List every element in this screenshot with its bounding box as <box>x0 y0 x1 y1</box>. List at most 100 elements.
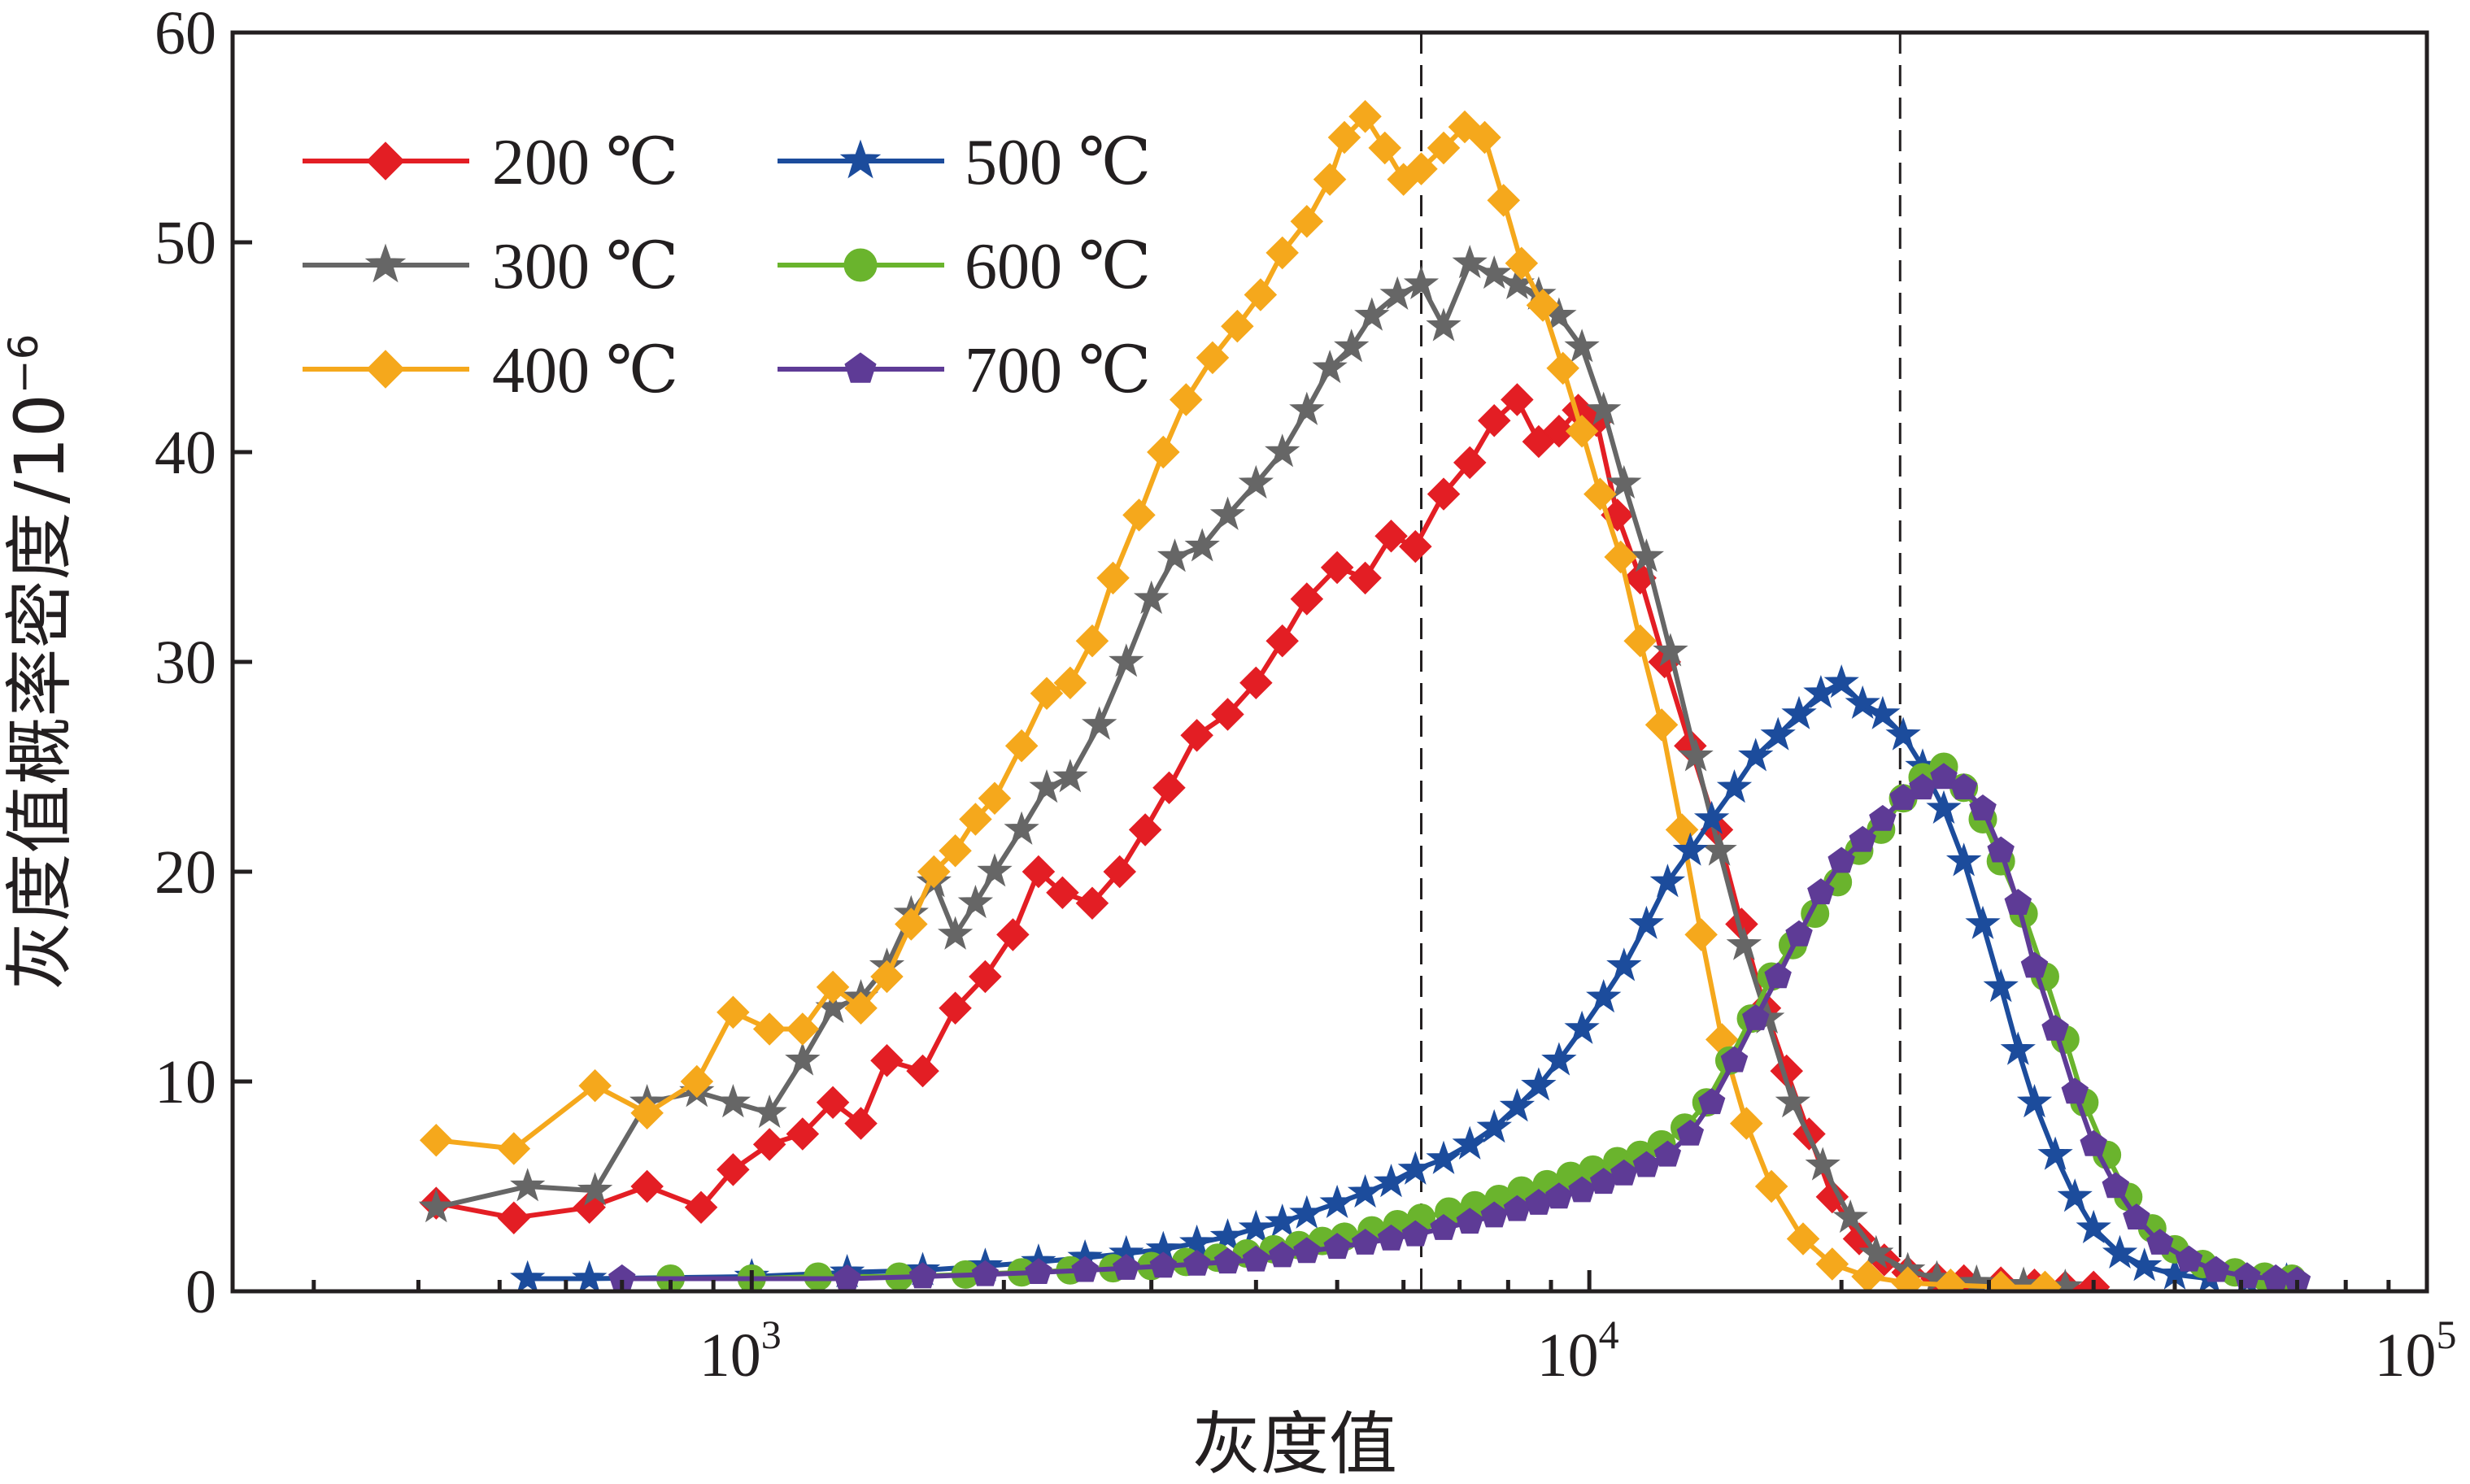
data-point <box>1320 551 1354 585</box>
series-layer <box>418 99 2311 1291</box>
legend-swatch-marker <box>843 248 878 282</box>
x-tick-exponent: 5 <box>2437 1312 2457 1357</box>
data-point <box>1720 1046 1749 1073</box>
data-point <box>1742 1003 1770 1030</box>
data-point <box>971 1260 1000 1286</box>
data-point <box>1858 1234 1894 1269</box>
data-point <box>1354 297 1390 331</box>
x-tick-base: 10 <box>699 1321 761 1390</box>
data-point <box>1426 307 1462 342</box>
data-point <box>2000 1031 2036 1065</box>
data-point <box>510 1168 546 1202</box>
data-point <box>1268 1241 1296 1268</box>
data-point <box>1672 832 1708 866</box>
x-tick-base: 10 <box>1537 1321 1599 1390</box>
data-point <box>1926 790 1962 825</box>
data-point <box>1849 825 1876 852</box>
data-point <box>2004 889 2032 915</box>
data-point <box>630 1096 664 1130</box>
data-point <box>1885 716 1921 751</box>
data-point <box>1368 131 1402 165</box>
data-point <box>1211 698 1244 731</box>
y-axis-title-unit-exponent: −6 <box>0 334 47 394</box>
data-point <box>1738 738 1774 772</box>
data-point <box>906 1054 939 1088</box>
data-point <box>2076 1209 2111 1244</box>
data-point <box>2283 1266 2311 1291</box>
data-point <box>1327 120 1361 154</box>
data-point <box>2041 1014 2069 1041</box>
data-point <box>937 916 974 950</box>
legend-label: 700 ℃ <box>965 335 1152 407</box>
data-point <box>1653 1140 1682 1167</box>
data-point <box>1265 1203 1300 1238</box>
x-tick-label-4: 104 <box>1537 1312 1619 1390</box>
data-point <box>1289 1195 1325 1229</box>
legend-entry-2: 300 ℃ <box>303 231 679 302</box>
data-point <box>1213 1247 1242 1274</box>
data-point <box>752 1128 786 1161</box>
data-point <box>1405 152 1438 185</box>
data-point <box>908 1262 937 1289</box>
data-point <box>2061 1077 2089 1104</box>
data-point <box>1348 99 1382 133</box>
legend-swatch-marker <box>844 352 877 383</box>
data-point <box>717 1153 750 1186</box>
series-line <box>435 397 2094 1290</box>
legend-entry-6: 700 ℃ <box>778 335 1152 407</box>
data-point <box>1945 842 1982 877</box>
data-point <box>630 1169 664 1203</box>
data-point <box>1499 1088 1536 1122</box>
legend-label: 500 ℃ <box>965 127 1152 198</box>
data-point <box>1313 163 1347 196</box>
x-axis: 103 104 105 <box>311 1270 2457 1390</box>
data-point <box>1289 391 1325 425</box>
data-point <box>1122 498 1156 532</box>
data-point <box>1803 674 1839 709</box>
data-point <box>1029 768 1065 803</box>
data-point <box>1815 1180 1849 1214</box>
data-point <box>1183 1249 1211 1276</box>
data-point <box>1969 794 1997 820</box>
data-point <box>717 995 750 1029</box>
data-point <box>2175 1245 2203 1272</box>
data-point <box>1676 1119 1705 1146</box>
data-point <box>1606 947 1642 981</box>
legend-entry-5: 600 ℃ <box>778 231 1152 302</box>
data-point <box>1427 477 1461 511</box>
data-point <box>1377 1224 1405 1251</box>
data-point <box>1823 664 1859 698</box>
data-point <box>1891 1266 1925 1291</box>
data-point <box>996 918 1030 951</box>
data-point <box>1379 276 1415 310</box>
data-point <box>497 1132 531 1165</box>
y-axis-title-unit: /10 <box>0 394 80 503</box>
data-point <box>1505 246 1539 281</box>
data-point <box>1046 876 1079 910</box>
data-point <box>2202 1256 2230 1282</box>
y-tick-label-60: 60 <box>155 0 216 67</box>
data-point <box>1239 666 1273 700</box>
data-point <box>1209 1218 1246 1252</box>
data-point <box>1323 1233 1351 1260</box>
data-point <box>1781 695 1817 729</box>
data-point <box>1430 1213 1457 1240</box>
data-point <box>844 1107 878 1140</box>
data-point <box>1697 1088 1726 1115</box>
data-point <box>1265 236 1299 270</box>
legend-entry-3: 400 ℃ <box>303 335 679 407</box>
data-point <box>1071 1256 1099 1282</box>
data-point <box>1113 1253 1140 1280</box>
data-point <box>957 884 994 919</box>
data-point <box>2020 951 2049 978</box>
data-point <box>1452 244 1488 279</box>
data-point <box>1807 878 1835 905</box>
data-point <box>1949 773 1978 800</box>
data-point <box>1764 962 1792 989</box>
y-axis-title-main: 灰度值概率密度 <box>0 511 80 990</box>
data-point <box>1109 643 1144 677</box>
data-point <box>785 1042 821 1076</box>
data-point <box>969 960 1002 994</box>
legend-swatch-marker <box>366 141 405 181</box>
data-point <box>1851 1260 1884 1291</box>
